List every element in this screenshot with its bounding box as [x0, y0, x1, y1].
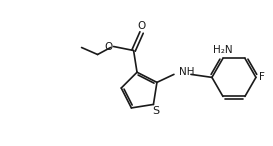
Text: H₂N: H₂N: [213, 45, 233, 55]
Text: S: S: [152, 106, 159, 117]
Text: F: F: [259, 72, 265, 82]
Text: O: O: [138, 20, 146, 31]
Text: NH: NH: [179, 67, 194, 77]
Text: O: O: [104, 41, 112, 52]
